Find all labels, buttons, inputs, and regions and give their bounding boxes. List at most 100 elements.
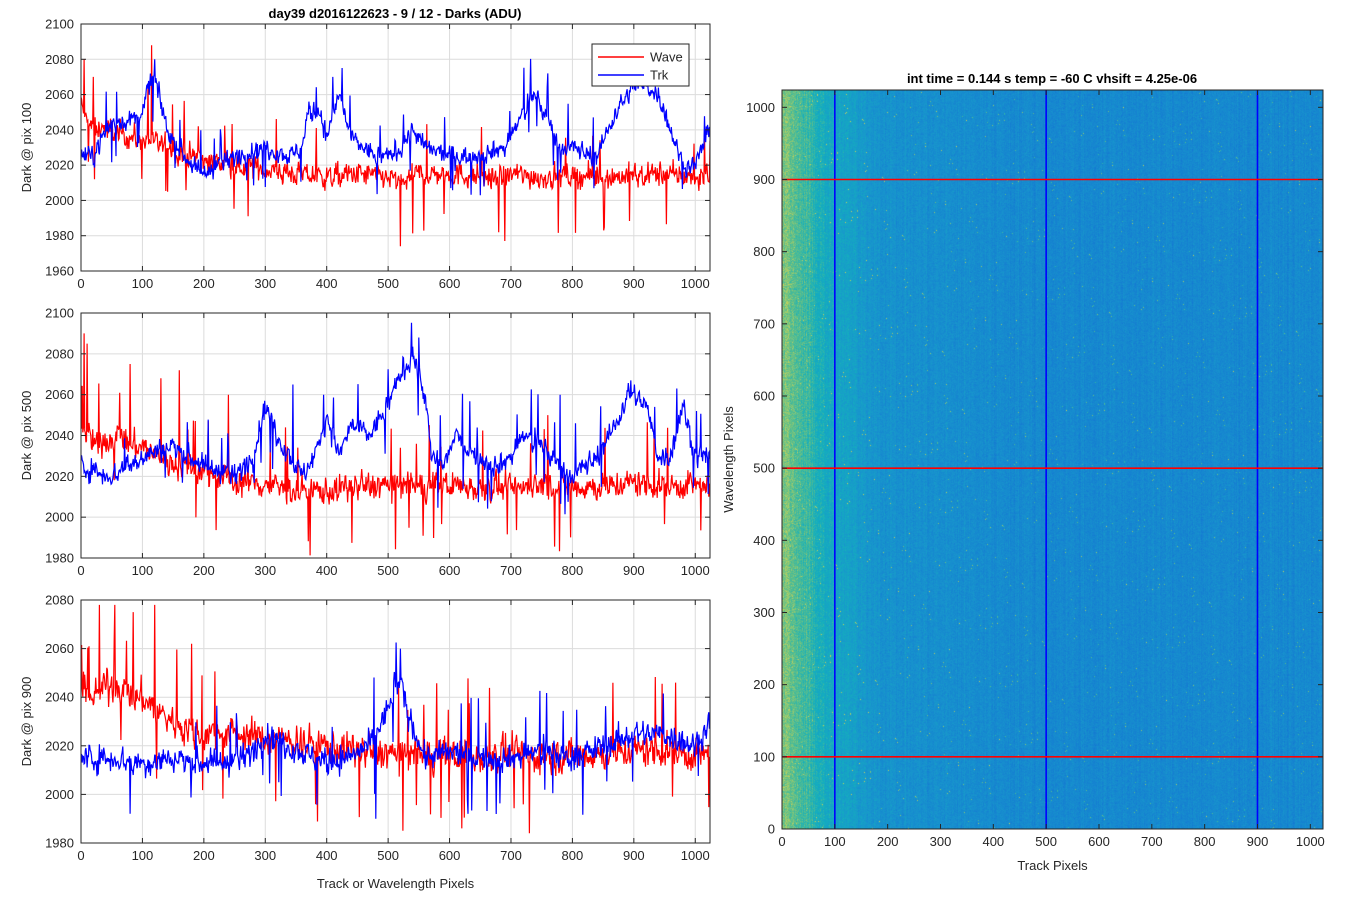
- y-tick-label: 2020: [45, 738, 74, 753]
- y-tick-label: 2040: [45, 690, 74, 705]
- x-tick-label: 600: [439, 563, 461, 578]
- x-tick-label: 1000: [681, 276, 710, 291]
- x-tick-label: 900: [623, 563, 645, 578]
- series-group: [81, 322, 710, 556]
- x-axis-label: Track Pixels: [1017, 858, 1088, 873]
- y-tick-label: 2040: [45, 122, 74, 137]
- x-tick-label: 500: [377, 563, 399, 578]
- y-tick-label: 600: [753, 388, 775, 403]
- x-tick-label: 100: [824, 834, 846, 849]
- x-tick-label: 600: [439, 848, 461, 863]
- y-tick-label: 2100: [45, 306, 74, 321]
- y-tick-label: 1980: [45, 836, 74, 851]
- x-tick-label: 300: [930, 834, 952, 849]
- x-tick-label: 800: [562, 563, 584, 578]
- heatmap-pixels: [782, 90, 1323, 829]
- panel-heatmap: 0 100 200 300 400 500 600 700 800 900 1000 0 100 200 3…: [721, 89, 1325, 873]
- x-tick-label: 800: [562, 276, 584, 291]
- y-axis-label: Wavelength Pixels: [721, 406, 736, 513]
- axes-box: [80, 599, 711, 844]
- x-tick-label: 700: [500, 848, 522, 863]
- y-tick-label: 2000: [45, 787, 74, 802]
- x-tick-label: 300: [254, 276, 276, 291]
- y-tick-label: 2020: [45, 158, 74, 173]
- y-tick-label: 2060: [45, 87, 74, 102]
- x-tick-label: 700: [1141, 834, 1163, 849]
- x-tick-label: 1000: [681, 848, 710, 863]
- y-tick-label: 500: [753, 461, 775, 476]
- panel-pix-100: 0 100 200 300 400 500 600 700 800 900 1000 1960 1980…: [19, 17, 711, 291]
- series-trk-line: [81, 57, 710, 196]
- x-tick-label: 500: [377, 276, 399, 291]
- x-tick-label: 400: [982, 834, 1004, 849]
- x-axis-label: Track or Wavelength Pixels: [317, 876, 475, 891]
- y-axis-label: Dark @ pix 500: [19, 391, 34, 481]
- panel-pix-500: 0 100 200 300 400 500 600 700 800 900 1000 1980 2000…: [19, 306, 711, 578]
- x-tick-label: 100: [132, 563, 154, 578]
- x-tick-label: 600: [439, 276, 461, 291]
- axes-box: [781, 89, 1324, 830]
- x-tick-label: 400: [316, 276, 338, 291]
- legend-label-trk: Trk: [650, 68, 669, 83]
- y-tick-label: 800: [753, 244, 775, 259]
- x-tick-label: 400: [316, 563, 338, 578]
- series-wave-line: [81, 333, 710, 556]
- panel-pix-900: 0 100 200 300 400 500 600 700 800 900 1000 1980 2000…: [19, 593, 711, 891]
- x-tick-label: 500: [1035, 834, 1057, 849]
- y-tick-label: 2040: [45, 428, 74, 443]
- y-tick-label: 2100: [45, 17, 74, 32]
- series-group: [81, 604, 710, 834]
- x-tick-label: 400: [316, 848, 338, 863]
- series-wave-line: [81, 604, 710, 834]
- figure-title: day39 d2016122623 - 9 / 12 - Darks (ADU): [269, 6, 522, 21]
- x-tick-label: 0: [77, 848, 84, 863]
- x-tick-label: 700: [500, 563, 522, 578]
- x-tick-label: 900: [623, 848, 645, 863]
- x-tick-label: 500: [377, 848, 399, 863]
- x-tick-label: 200: [193, 276, 215, 291]
- x-tick-label: 0: [778, 834, 785, 849]
- x-tick-label: 1000: [681, 563, 710, 578]
- x-tick-label: 700: [500, 276, 522, 291]
- x-tick-label: 800: [562, 848, 584, 863]
- x-tick-label: 200: [193, 563, 215, 578]
- y-tick-label: 200: [753, 677, 775, 692]
- plot-area: [81, 600, 710, 843]
- y-tick-label: 1000: [746, 100, 775, 115]
- legend-label-wave: Wave: [650, 50, 683, 65]
- y-axis-label: Dark @ pix 100: [19, 103, 34, 193]
- legend-box: [591, 43, 690, 87]
- series-group: [81, 45, 710, 247]
- x-tick-label: 600: [1088, 834, 1110, 849]
- series-trk-line: [81, 642, 710, 819]
- y-tick-label: 400: [753, 533, 775, 548]
- axes-box: [80, 23, 711, 272]
- x-tick-label: 0: [77, 276, 84, 291]
- y-tick-label: 2000: [45, 510, 74, 525]
- y-tick-label: 2080: [45, 593, 74, 608]
- y-tick-label: 100: [753, 749, 775, 764]
- x-tick-label: 200: [877, 834, 899, 849]
- y-tick-label: 2080: [45, 52, 74, 67]
- y-tick-label: 900: [753, 172, 775, 187]
- x-tick-label: 900: [623, 276, 645, 291]
- y-tick-label: 1980: [45, 551, 74, 566]
- y-tick-label: 2020: [45, 469, 74, 484]
- y-tick-label: 2060: [45, 387, 74, 402]
- x-tick-label: 1000: [1296, 834, 1325, 849]
- series-trk-line: [81, 322, 710, 515]
- heatmap-title: int time = 0.144 s temp = -60 C vhsift =…: [907, 71, 1197, 86]
- y-tick-label: 0: [768, 822, 775, 837]
- y-tick-label: 1960: [45, 264, 74, 279]
- x-tick-label: 300: [254, 848, 276, 863]
- y-tick-label: 1980: [45, 228, 74, 243]
- x-tick-label: 800: [1194, 834, 1216, 849]
- x-tick-label: 100: [132, 848, 154, 863]
- x-tick-label: 900: [1247, 834, 1269, 849]
- y-tick-label: 2080: [45, 346, 74, 361]
- y-tick-label: 300: [753, 605, 775, 620]
- x-tick-label: 0: [77, 563, 84, 578]
- legend: Wave Trk: [591, 43, 690, 87]
- x-tick-label: 100: [132, 276, 154, 291]
- y-tick-label: 700: [753, 316, 775, 331]
